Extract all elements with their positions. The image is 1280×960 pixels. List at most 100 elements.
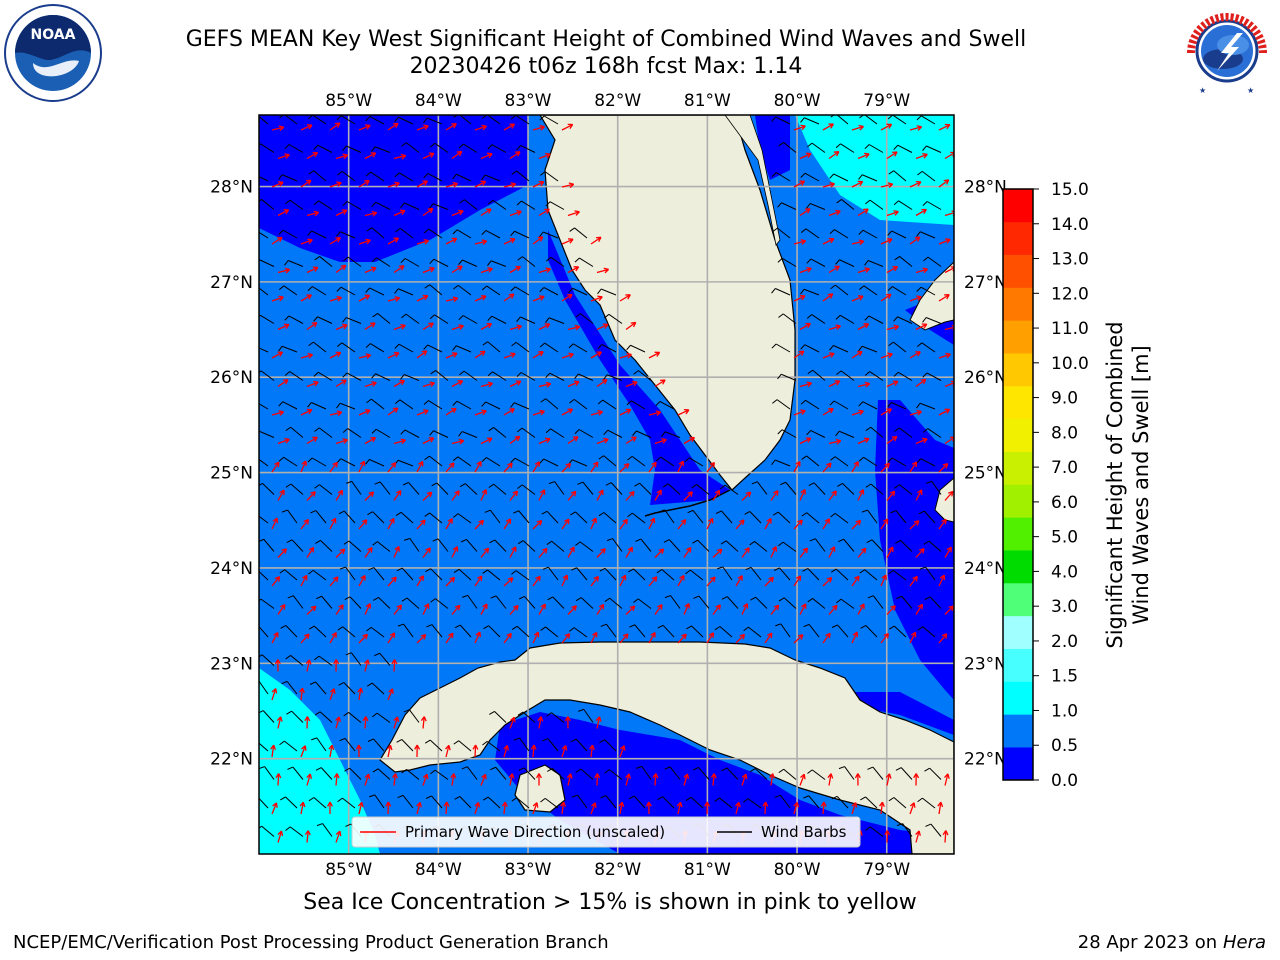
- wind-barb-flag: [922, 201, 928, 207]
- wind-barb: [264, 766, 275, 780]
- wave-arrow-head: [798, 350, 804, 353]
- wave-arrow: [271, 236, 283, 245]
- wind-barb: [316, 737, 327, 752]
- wind-barb-flag: [656, 569, 663, 574]
- wave-arrow-head: [894, 211, 899, 216]
- wave-arrow: [387, 518, 395, 530]
- wind-barb-flag: [310, 510, 317, 514]
- wave-arrow-head: [797, 519, 803, 523]
- lon-label: 79°W: [863, 860, 910, 880]
- wave-arrow: [335, 264, 347, 274]
- wave-arrow-head: [285, 154, 290, 159]
- wave-arrow-head: [367, 547, 373, 551]
- wind-barb: [487, 569, 501, 581]
- wave-arrow-head: [329, 801, 333, 807]
- wave-arrow-head: [342, 548, 346, 555]
- wave-arrow: [445, 745, 450, 758]
- wave-arrow-head: [563, 801, 567, 808]
- wave-arrow: [793, 410, 806, 416]
- wave-arrow-head: [507, 577, 513, 580]
- wind-barb: [289, 371, 304, 381]
- wave-arrow-head: [886, 830, 891, 836]
- wind-barb: [286, 681, 298, 695]
- wind-barb-flag: [424, 455, 430, 461]
- wind-barb: [921, 170, 936, 182]
- wave-arrow-head: [273, 631, 279, 636]
- wave-arrow-head: [366, 354, 372, 359]
- wind-barb: [520, 145, 536, 153]
- wave-arrow-head: [569, 183, 575, 189]
- wave-arrow-head: [533, 744, 537, 750]
- colorbar-segment: [1003, 550, 1033, 584]
- wind-barb: [754, 768, 768, 780]
- wind-barb-flag: [452, 345, 457, 351]
- wave-height-field-1.0-1.5: [795, 115, 954, 225]
- wave-arrow-head: [540, 181, 545, 187]
- wave-arrow-head: [886, 633, 890, 639]
- wind-barb-flag: [916, 458, 922, 464]
- wind-barb: [437, 538, 449, 552]
- wave-arrow: [445, 462, 455, 473]
- wind-barb-flag: [284, 144, 290, 150]
- wave-arrow-head: [423, 238, 429, 242]
- wave-arrow-head: [335, 462, 338, 468]
- wave-arrow-head: [660, 604, 663, 610]
- wave-arrow-head: [392, 407, 398, 410]
- wave-arrow: [364, 212, 377, 217]
- wave-arrow-head: [917, 603, 923, 608]
- wave-arrow-head: [795, 575, 801, 579]
- wave-arrow-head: [513, 717, 516, 723]
- wind-barb-flag: [858, 456, 864, 462]
- wave-arrow: [764, 801, 767, 815]
- wave-arrow: [422, 208, 434, 217]
- wind-barb-flag: [634, 482, 640, 487]
- wind-barb-flag: [285, 826, 291, 831]
- wind-barb: [341, 170, 356, 182]
- wave-arrow-head: [314, 267, 319, 272]
- wave-arrow: [306, 830, 309, 843]
- wind-barb: [315, 681, 327, 695]
- wave-arrow-head: [285, 324, 290, 329]
- wave-arrow-head: [742, 603, 748, 608]
- wave-arrow: [886, 210, 899, 217]
- wind-barb: [641, 766, 652, 780]
- wind-barb-flag: [835, 430, 840, 437]
- wave-arrow: [799, 774, 805, 786]
- wind-barb-flag: [429, 314, 435, 320]
- wave-arrow-head: [366, 125, 371, 130]
- wave-arrow: [451, 265, 463, 274]
- wave-arrow: [880, 462, 890, 473]
- wave-arrow-head: [690, 491, 693, 497]
- wave-arrow: [619, 575, 627, 587]
- wave-arrow-head: [394, 296, 400, 299]
- wave-arrow: [625, 546, 633, 558]
- wind-barb-flag: [511, 625, 518, 630]
- wave-arrow-head: [336, 410, 342, 413]
- wave-arrow-head: [885, 773, 890, 778]
- wave-arrow-head: [836, 325, 841, 331]
- wave-arrow: [271, 632, 279, 644]
- wave-arrow: [590, 411, 603, 416]
- wave-arrow-head: [365, 238, 371, 241]
- wind-barb-flag: [367, 738, 374, 742]
- wave-arrow-head: [830, 353, 835, 358]
- wind-barb-flag: [830, 568, 837, 573]
- wave-arrow: [277, 379, 289, 388]
- wind-barb-flag: [371, 146, 376, 152]
- wave-arrow: [799, 437, 812, 445]
- wind-barb: [346, 372, 362, 381]
- wave-arrow-head: [715, 604, 721, 608]
- wind-barb: [493, 483, 507, 495]
- wave-arrow-head: [517, 266, 521, 272]
- wave-arrow: [300, 460, 307, 473]
- wave-arrow: [619, 408, 631, 416]
- wind-barb-flag: [888, 625, 895, 630]
- wind-barb: [639, 482, 652, 495]
- wave-arrow-head: [627, 294, 631, 300]
- wind-barb: [783, 768, 797, 780]
- wind-barb: [779, 567, 791, 581]
- wind-barb: [871, 539, 884, 552]
- wind-barb-flag: [919, 566, 926, 570]
- wind-barb-flag: [777, 202, 782, 208]
- wind-barb-flag: [778, 313, 784, 318]
